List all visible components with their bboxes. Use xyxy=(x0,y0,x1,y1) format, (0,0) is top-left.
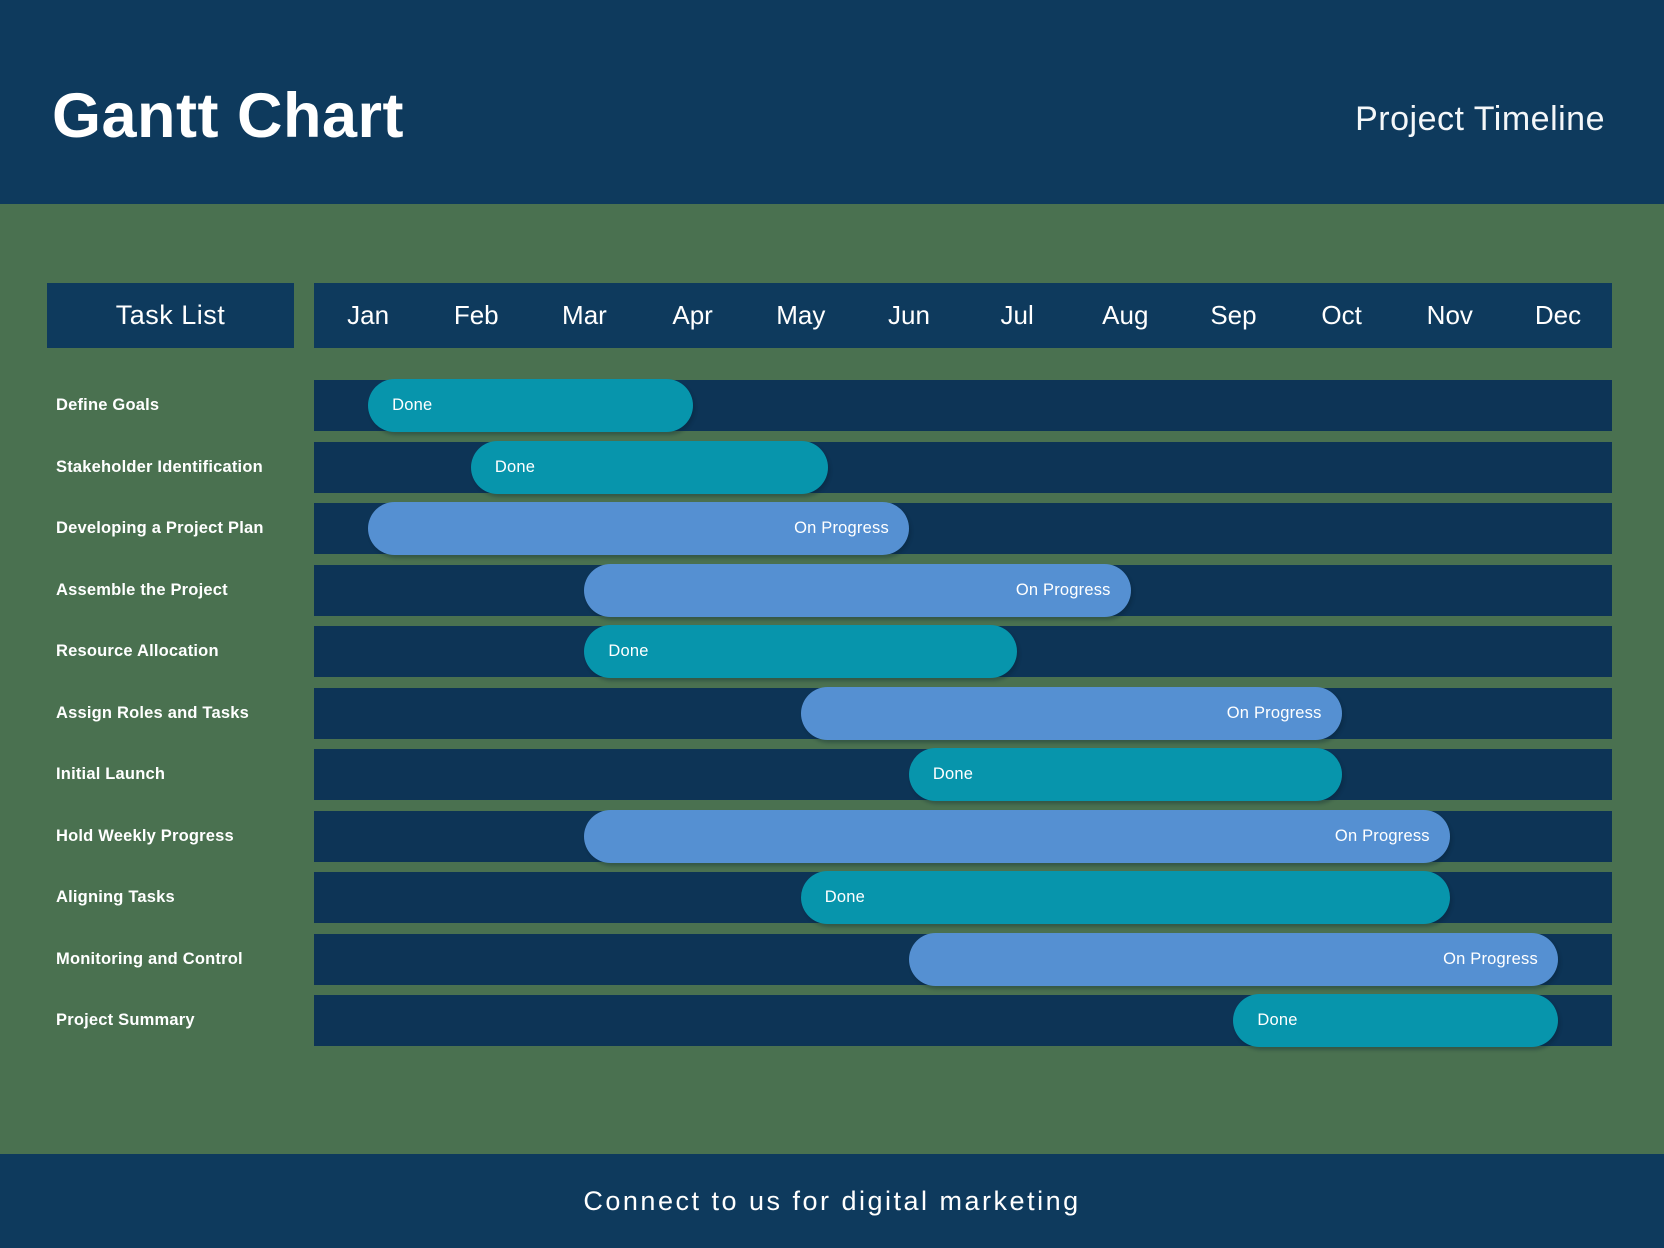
task-bar-status-label: On Progress xyxy=(1226,703,1322,722)
task-track: Done xyxy=(314,379,1612,432)
task-label: Hold Weekly Progress xyxy=(56,826,234,845)
task-bar-status-label: On Progress xyxy=(1015,580,1111,599)
task-label: Define Goals xyxy=(56,396,160,414)
task-label: Stakeholder Identification xyxy=(56,457,263,476)
task-track: On Progress xyxy=(314,932,1612,986)
task-track: Done xyxy=(314,440,1612,494)
task-bar-status-label: Done xyxy=(392,396,433,414)
task-bar-on-progress: On Progress xyxy=(800,686,1342,740)
task-track: Done xyxy=(314,994,1612,1047)
task-bar-status-label: Done xyxy=(608,642,649,660)
task-bar-done: Done xyxy=(908,748,1342,801)
task-bar-done: Done xyxy=(470,440,828,494)
task-label: Assign Roles and Tasks xyxy=(56,703,249,722)
task-bar-on-progress: On Progress xyxy=(368,502,909,555)
task-track: On Progress xyxy=(314,809,1612,863)
task-bar-on-progress: On Progress xyxy=(584,809,1450,863)
task-track: On Progress xyxy=(314,502,1612,555)
month-label-jan: Jan xyxy=(347,300,390,330)
task-label: Project Summary xyxy=(56,1011,195,1029)
task-bar-done: Done xyxy=(1233,994,1558,1047)
month-label-dec: Dec xyxy=(1534,300,1582,330)
task-bar-status-label: On Progress xyxy=(794,519,889,537)
task-bar-status-label: Done xyxy=(824,888,865,906)
task-bar-done: Done xyxy=(368,379,693,432)
task-label: Assemble the Project xyxy=(56,580,228,599)
month-bar: Jan Feb Mar Apr May Jun Jul Aug Sep Oct Nov Dec xyxy=(314,283,1612,348)
month-label-feb: Feb xyxy=(453,300,499,330)
task-list-header-label: Task List xyxy=(115,300,226,330)
header-bar: Gantt Chart Project Timeline xyxy=(0,0,1664,204)
task-track: Done xyxy=(314,871,1612,924)
task-bar-done: Done xyxy=(584,625,1018,678)
task-bar-status-label: On Progress xyxy=(1334,826,1430,845)
month-label-may: May xyxy=(776,300,826,330)
task-label: Initial Launch xyxy=(56,765,166,783)
task-bar-status-label: On Progress xyxy=(1443,949,1538,968)
footer-text: Connect to us for digital marketing xyxy=(583,1185,1081,1216)
task-label: Aligning Tasks xyxy=(56,888,175,906)
month-label-oct: Oct xyxy=(1321,300,1362,330)
task-list-header: Task List xyxy=(47,283,294,348)
task-track: On Progress xyxy=(314,686,1612,740)
month-label-mar: Mar xyxy=(562,300,607,330)
page-subtitle: Project Timeline xyxy=(1355,100,1605,138)
task-bar-on-progress: On Progress xyxy=(908,932,1558,986)
task-bar-status-label: Done xyxy=(494,457,536,476)
footer-bar: Connect to us for digital marketing xyxy=(0,1154,1664,1248)
task-label: Monitoring and Control xyxy=(56,949,243,968)
month-label-aug: Aug xyxy=(1102,300,1149,330)
task-track: Done xyxy=(314,748,1612,801)
task-bar-status-label: Done xyxy=(932,765,974,783)
task-bar-on-progress: On Progress xyxy=(584,563,1131,617)
month-label-apr: Apr xyxy=(672,300,713,330)
month-label-sep: Sep xyxy=(1210,300,1257,330)
task-bar-status-label: Done xyxy=(1257,1011,1298,1029)
task-track: On Progress xyxy=(314,563,1612,617)
task-bar-done: Done xyxy=(800,871,1450,924)
month-label-jul: Jul xyxy=(1000,300,1034,330)
task-track: Done xyxy=(314,625,1612,678)
month-label-nov: Nov xyxy=(1426,300,1473,330)
page-title: Gantt Chart xyxy=(52,81,404,151)
task-label: Developing a Project Plan xyxy=(56,519,264,537)
task-label: Resource Allocation xyxy=(56,642,219,660)
month-label-jun: Jun xyxy=(887,300,930,330)
